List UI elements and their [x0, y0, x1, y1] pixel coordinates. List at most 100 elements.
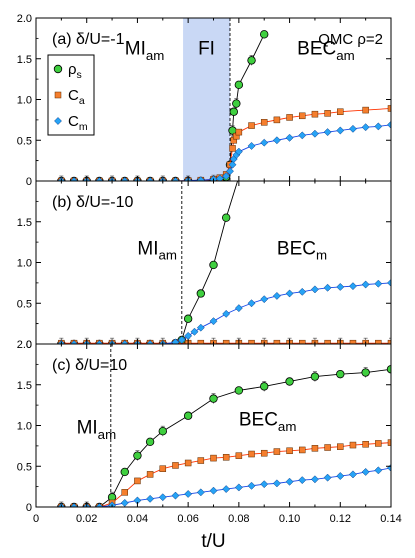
data-point [120, 467, 129, 477]
y-tick-label: 0.5 [17, 135, 32, 147]
legend-entry: Ca [68, 87, 85, 107]
x-tick-label: 0.14 [380, 513, 401, 525]
region-label: MIam [125, 39, 165, 63]
data-point [222, 309, 231, 318]
data-point [323, 473, 332, 482]
data-point [222, 454, 230, 461]
data-point [273, 116, 281, 124]
data-point [374, 466, 383, 475]
data-point [387, 278, 391, 287]
data-point [298, 131, 307, 140]
data-point [196, 176, 205, 181]
y-tick-label: 0.5 [17, 461, 32, 473]
shaded-region [183, 18, 230, 181]
data-point [120, 498, 129, 507]
data-point [285, 133, 294, 142]
data-point [387, 105, 391, 112]
x-tick-label: 0.08 [228, 513, 249, 525]
data-point [260, 295, 269, 304]
data-point [349, 124, 357, 133]
panel-label: (b) δ/U=-10 [52, 194, 133, 211]
data-point [272, 136, 281, 145]
y-tick-label: 1.5 [17, 54, 32, 66]
region-label: MIam [137, 238, 177, 262]
data-point [362, 440, 369, 448]
data-point [248, 122, 255, 129]
data-point [209, 175, 218, 181]
panel-2: 0 0.5 1.0 1.5 (b) δ/U=-10 MIam BECm [17, 160, 392, 351]
data-point [229, 145, 236, 152]
data-point [286, 447, 293, 455]
data-point [183, 411, 193, 420]
data-point [324, 110, 331, 117]
data-point [310, 285, 319, 294]
data-point [108, 501, 117, 507]
data-point [228, 160, 237, 169]
data-point [222, 172, 231, 181]
data-point [95, 340, 104, 344]
data-point [222, 339, 230, 344]
data-point [311, 445, 319, 452]
region-label: BECm [277, 238, 327, 262]
region-label-sub: am [98, 427, 116, 442]
data-point [324, 444, 331, 451]
data-point [120, 177, 129, 181]
data-point [171, 491, 180, 500]
x-tick-label: 0.10 [279, 513, 300, 525]
data-point [299, 446, 306, 454]
panel-label: (a) δ/U=-1 [52, 31, 125, 48]
data-point [272, 479, 281, 488]
data-point [298, 476, 307, 485]
data-point [285, 289, 294, 298]
data-point [235, 128, 243, 136]
data-point [310, 475, 319, 484]
data-point [361, 468, 370, 476]
data-point [70, 177, 78, 181]
panel-note: QMC ρ=2 [318, 31, 383, 48]
data-point [361, 123, 370, 132]
series-line [61, 34, 265, 181]
data-point [336, 369, 345, 379]
data-point [387, 339, 391, 344]
legend-entry-sub: a [79, 95, 85, 107]
data-point [323, 128, 332, 137]
region-label: BECam [297, 39, 355, 63]
data-point [146, 177, 155, 181]
data-point [234, 147, 243, 156]
x-tick-label: 0.06 [177, 513, 198, 525]
data-point [375, 339, 382, 344]
data-point [197, 339, 205, 344]
region-label-sub: am [336, 48, 354, 63]
data-point [146, 471, 154, 478]
data-point [146, 494, 155, 503]
data-point [323, 283, 332, 292]
data-point [349, 470, 357, 479]
y-tick-label: 0 [26, 176, 32, 188]
data-point [134, 477, 141, 485]
data-point [247, 56, 256, 65]
data-point [336, 472, 345, 480]
region-label-main: MI [137, 238, 158, 259]
y-tick-label: 0.5 [17, 298, 32, 310]
data-point [248, 339, 255, 344]
region-label-main: BEC [239, 410, 278, 431]
data-point [336, 126, 345, 135]
data-point [234, 483, 243, 492]
region-label-sub: am [159, 248, 177, 263]
data-point [361, 368, 370, 377]
data-point [273, 339, 281, 344]
data-point [234, 304, 243, 313]
data-point [232, 99, 241, 108]
data-point [190, 327, 199, 336]
data-point [375, 440, 382, 447]
region-label-main: BEC [297, 39, 336, 60]
y-tick-label: 0 [26, 502, 32, 514]
x-axis-label: t/U [201, 531, 225, 552]
region-label-sub: m [316, 248, 327, 263]
region-label-sub: am [146, 48, 164, 63]
series-line [61, 368, 391, 507]
data-point [386, 365, 391, 374]
shaded-region-label: FI [198, 39, 215, 60]
